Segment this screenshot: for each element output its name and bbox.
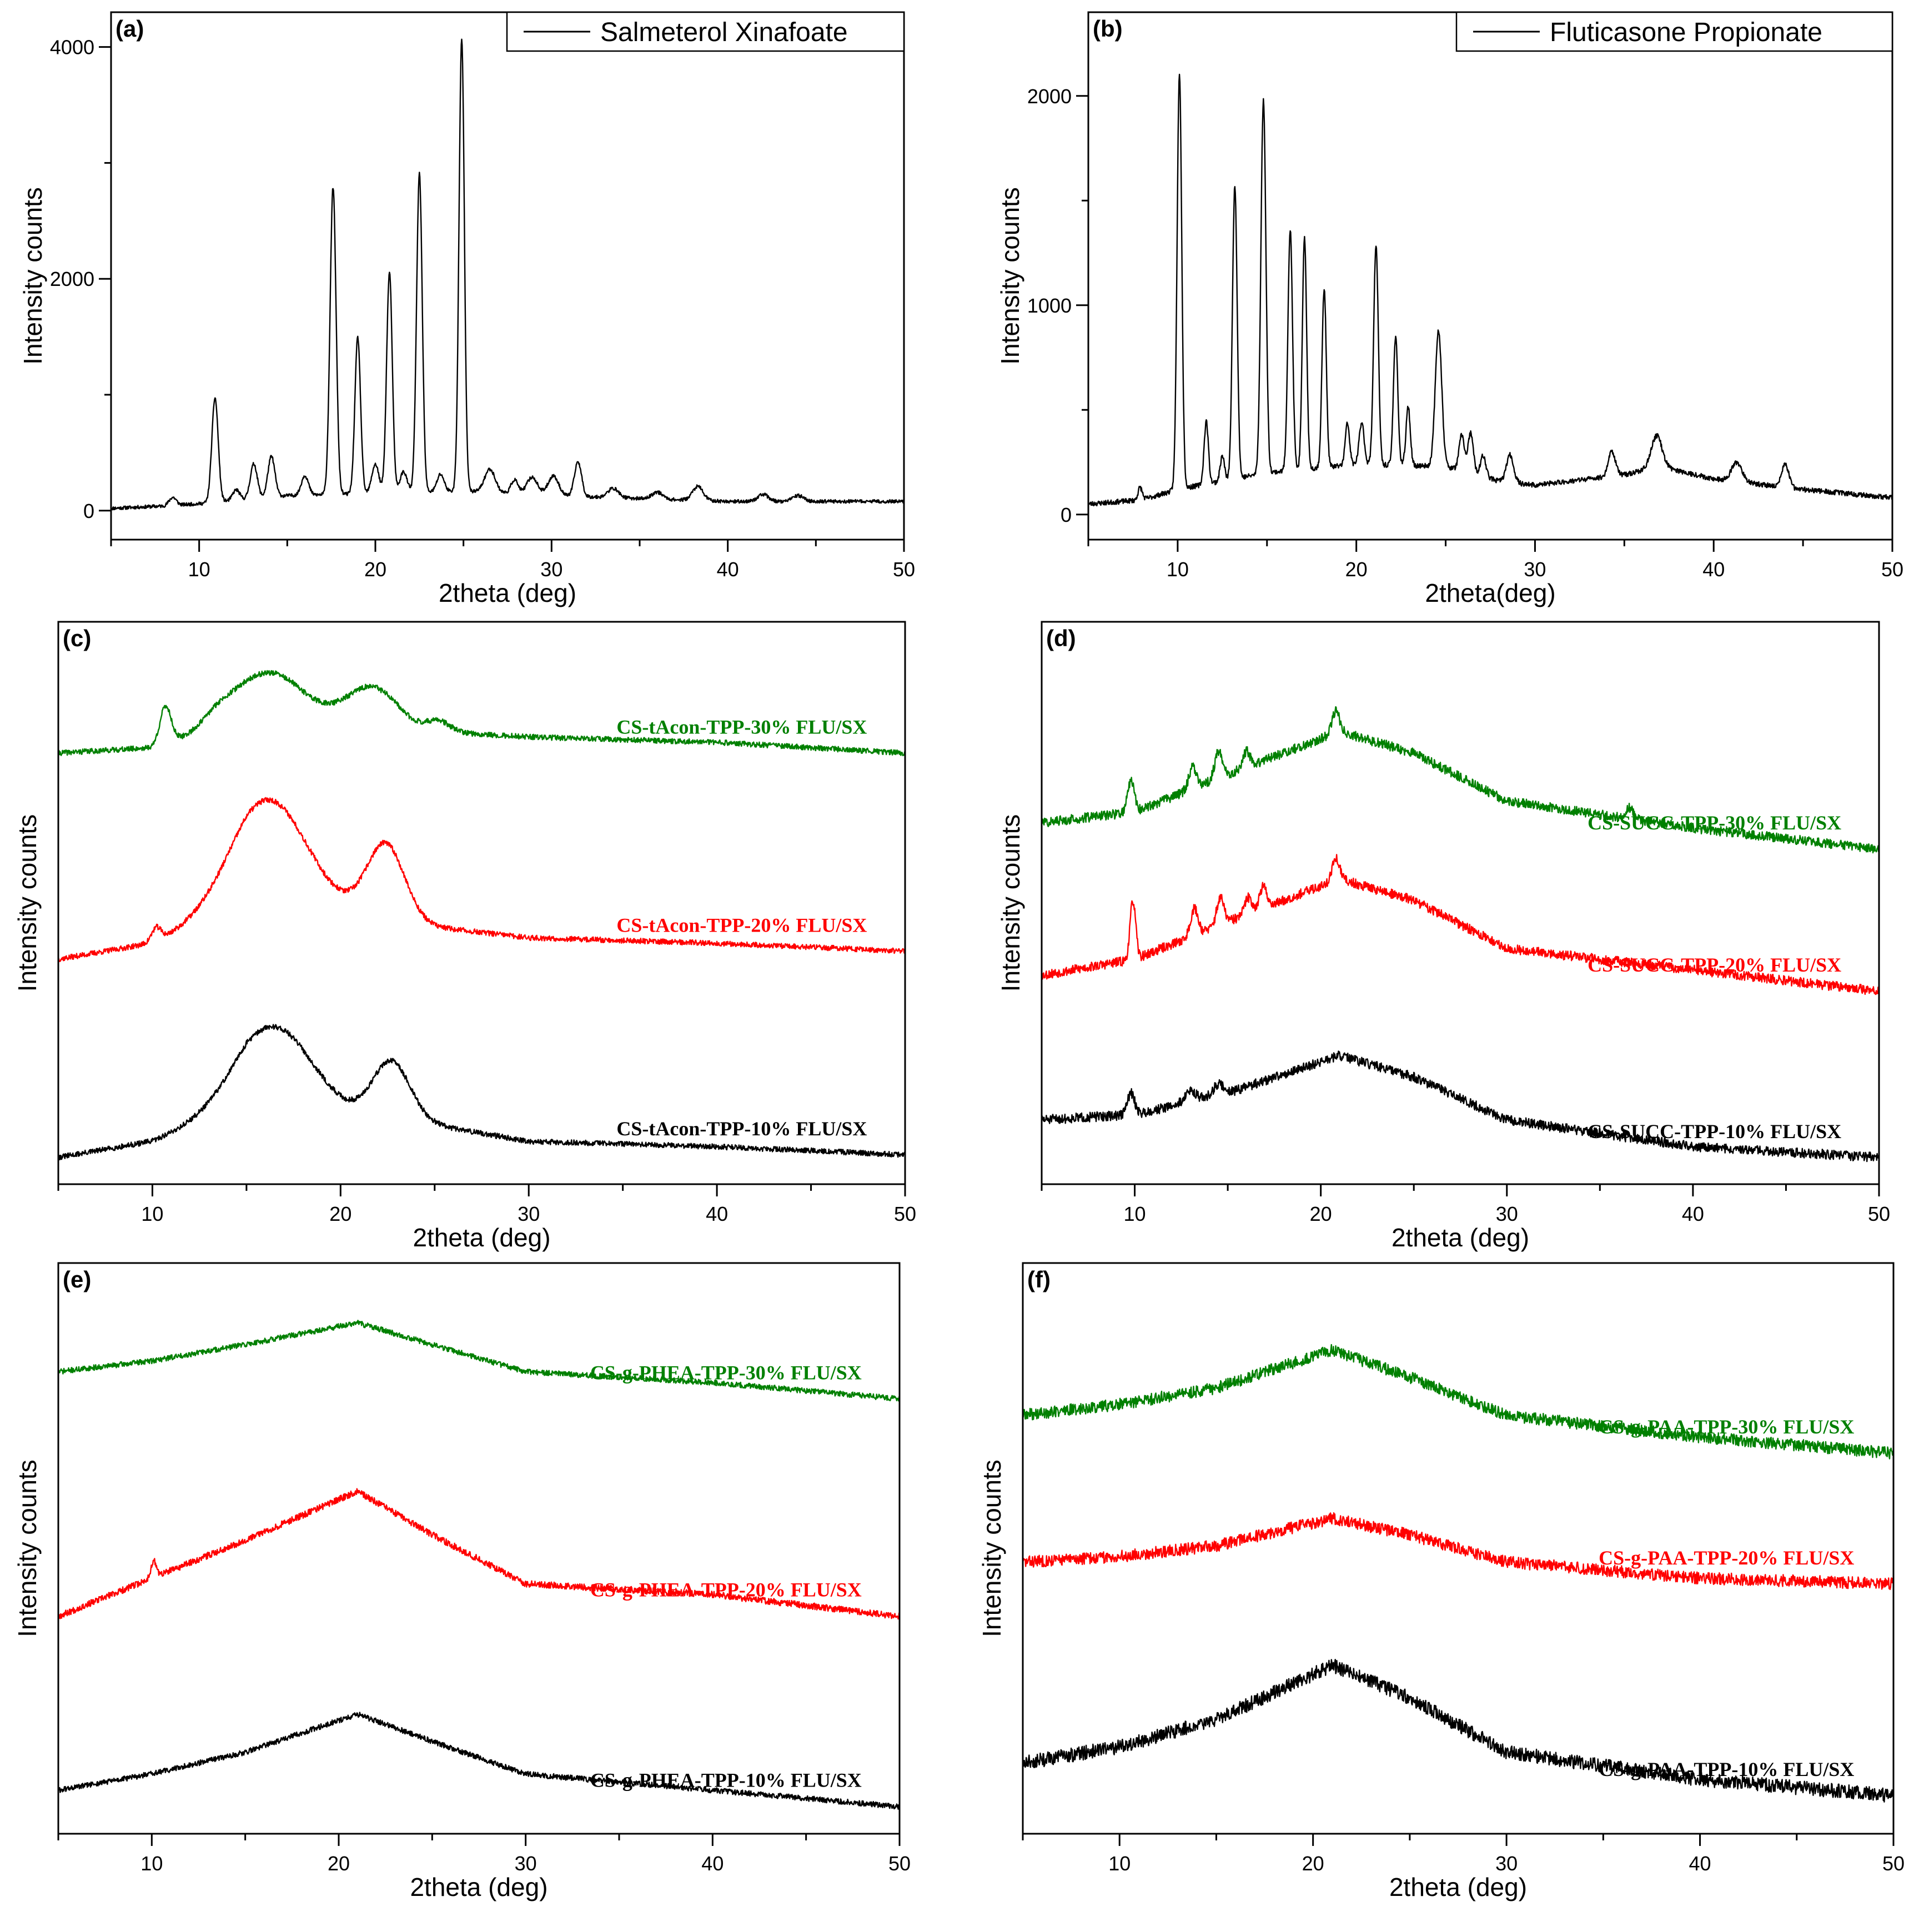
series-label: CS-SUCC-TPP-30% FLU/SX	[1588, 812, 1841, 834]
chart-panel-f: 10 20 30 40 50 2theta (deg) Intensity counts (f…	[977, 1262, 1905, 1901]
series-line-f-2	[1022, 1344, 1895, 1460]
panel-label: (a)	[115, 16, 144, 42]
x-tick-label: 30	[540, 558, 562, 581]
y-tick-label: 0	[1061, 504, 1072, 526]
x-tick-label: 40	[1689, 1852, 1711, 1875]
x-tick-label: 10	[1167, 558, 1189, 581]
x-tick-label: 20	[329, 1203, 351, 1225]
y-tick-label: 2000	[1027, 85, 1072, 108]
series-label: CS-SUCC-TPP-10% FLU/SX	[1588, 1120, 1841, 1143]
x-tick-label: 50	[1881, 558, 1903, 581]
plot-frame-e	[57, 1262, 901, 1835]
y-axis-title: Intensity counts	[996, 187, 1024, 365]
plot-frame-f	[1022, 1262, 1895, 1835]
x-tick-label: 40	[701, 1852, 724, 1875]
series-line-f-1	[1022, 1512, 1895, 1591]
y-axis-title: Intensity counts	[18, 187, 47, 365]
x-tick-label: 10	[140, 1852, 163, 1875]
y-tick-label: 2000	[50, 268, 94, 290]
chart-panel-e: 10 20 30 40 50 2theta (deg) Intensity counts (e…	[13, 1262, 911, 1901]
panel-label: (d)	[1046, 625, 1076, 651]
x-tick-label: 10	[188, 558, 210, 581]
x-tick-label: 50	[894, 1203, 916, 1225]
x-tick-label: 50	[1868, 1203, 1890, 1225]
x-tick-label: 20	[364, 558, 386, 581]
series-label: CS-g-PAA-TPP-30% FLU/SX	[1599, 1416, 1854, 1438]
series-label: CS-tAcon-TPP-20% FLU/SX	[616, 914, 867, 937]
series-line-b-0	[1088, 73, 1893, 507]
y-tick-label: 4000	[50, 36, 94, 59]
x-tick-label: 10	[141, 1203, 163, 1225]
series-line-f-0	[1022, 1659, 1895, 1803]
series-line-e-1	[57, 1488, 901, 1620]
series-line-d-0	[1041, 1050, 1880, 1163]
panel-label: (c)	[63, 625, 91, 651]
x-tick-label: 50	[1882, 1852, 1905, 1875]
x-axis-title: 2theta (deg)	[1389, 1873, 1527, 1901]
series-label: CS-tAcon-TPP-10% FLU/SX	[616, 1118, 867, 1140]
x-tick-label: 20	[1302, 1852, 1324, 1875]
series-label: CS-g-PHEA-TPP-10% FLU/SX	[590, 1769, 862, 1792]
series-label: CS-g-PHEA-TPP-20% FLU/SX	[590, 1578, 862, 1601]
x-axis-title: 2theta (deg)	[413, 1223, 550, 1252]
panel-label: (b)	[1093, 16, 1123, 42]
x-tick-label: 40	[706, 1203, 728, 1225]
y-tick-label: 1000	[1027, 294, 1072, 317]
series-label: CS-g-PHEA-TPP-30% FLU/SX	[590, 1361, 862, 1383]
chart-panel-c: 10 20 30 40 50 2theta (deg) Intensity counts (c…	[13, 621, 916, 1252]
series-label: CS-SUCC-TPP-20% FLU/SX	[1588, 954, 1841, 976]
series-label: CS-g-PAA-TPP-10% FLU/SX	[1599, 1758, 1854, 1780]
x-axis-title: 2theta (deg)	[410, 1873, 547, 1901]
series-line-d-2	[1041, 706, 1880, 854]
series-label: CS-tAcon-TPP-30% FLU/SX	[616, 716, 867, 738]
series-line-d-1	[1041, 854, 1880, 995]
y-axis-title: Intensity counts	[13, 814, 42, 992]
panel-label: (f)	[1027, 1266, 1051, 1292]
panel-label: (e)	[63, 1266, 91, 1292]
chart-panel-d: 10 20 30 40 50 2theta (deg) Intensity counts (d…	[996, 621, 1890, 1252]
x-tick-label: 30	[518, 1203, 540, 1225]
series-label: CS-g-PAA-TPP-20% FLU/SX	[1599, 1547, 1854, 1569]
y-axis-title: Intensity counts	[13, 1460, 42, 1637]
y-tick-label: 0	[83, 500, 94, 522]
series-line-a-0	[110, 38, 905, 511]
series-line-e-2	[57, 1320, 901, 1402]
chart-panel-a: 10 20 30 40 50 0 2000 4000 2theta (deg) Intensity…	[18, 11, 915, 607]
plot-frame-a	[110, 11, 905, 541]
x-tick-label: 20	[1345, 558, 1368, 581]
x-tick-label: 30	[1524, 558, 1546, 581]
series-line-c-1	[57, 797, 906, 962]
legend-label: Salmeterol Xinafoate	[600, 18, 848, 47]
chart-panel-b: 10 20 30 40 50 0 1000 2000 2theta(deg) Intensity …	[996, 11, 1903, 607]
plot-frame-d	[1041, 621, 1880, 1185]
x-axis-title: 2theta (deg)	[439, 578, 576, 607]
x-tick-label: 40	[717, 558, 739, 581]
x-tick-label: 10	[1108, 1852, 1131, 1875]
x-axis-title: 2theta(deg)	[1425, 578, 1555, 607]
x-tick-label: 30	[515, 1852, 537, 1875]
x-tick-label: 50	[888, 1852, 911, 1875]
y-axis-title: Intensity counts	[996, 814, 1025, 992]
x-tick-label: 20	[328, 1852, 350, 1875]
y-axis-title: Intensity counts	[977, 1460, 1006, 1637]
series-line-e-0	[57, 1712, 901, 1810]
x-tick-label: 40	[1682, 1203, 1704, 1225]
x-tick-label: 30	[1495, 1852, 1518, 1875]
x-tick-label: 20	[1310, 1203, 1332, 1225]
x-tick-label: 50	[893, 558, 915, 581]
series-line-c-0	[57, 1024, 906, 1161]
x-axis-title: 2theta (deg)	[1391, 1223, 1529, 1252]
x-tick-label: 30	[1496, 1203, 1518, 1225]
legend-label: Fluticasone Propionate	[1550, 18, 1822, 47]
x-tick-label: 40	[1702, 558, 1725, 581]
x-tick-label: 10	[1124, 1203, 1146, 1225]
series-line-c-2	[57, 670, 906, 757]
plot-frame-c	[57, 621, 906, 1185]
